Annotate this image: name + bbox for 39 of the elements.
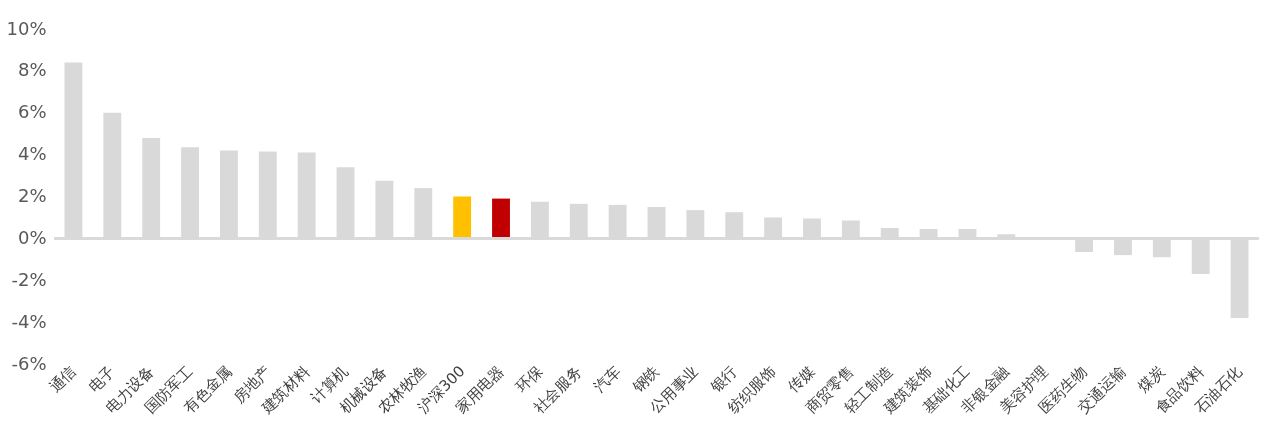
y-tick-label: 4%	[17, 143, 47, 165]
bar	[103, 112, 122, 239]
bar	[142, 137, 161, 239]
bar	[181, 147, 199, 239]
bar	[569, 203, 588, 239]
y-tick-label: -2%	[11, 268, 47, 290]
bar	[336, 167, 355, 239]
bar	[1075, 238, 1094, 252]
bar	[725, 212, 744, 239]
bar	[608, 204, 627, 239]
x-tick-label: 通信	[45, 362, 80, 397]
y-tick-label: 0%	[17, 226, 47, 248]
bar	[64, 62, 83, 239]
bar	[1191, 238, 1210, 274]
bar	[453, 196, 472, 239]
bar	[375, 180, 394, 239]
bar	[764, 217, 783, 239]
bar	[258, 151, 277, 239]
bar	[297, 152, 316, 239]
bar	[686, 210, 705, 239]
bar	[414, 188, 433, 239]
y-tick-label: 2%	[17, 185, 47, 206]
bar	[492, 198, 510, 239]
y-tick-label: 8%	[17, 59, 47, 81]
bar	[1114, 238, 1132, 256]
y-tick-label: -4%	[11, 310, 47, 332]
bar	[219, 150, 238, 239]
bar	[1152, 238, 1171, 258]
y-tick-label: -6%	[11, 352, 47, 374]
x-tick-label: 电子	[84, 362, 119, 397]
bar	[647, 206, 666, 239]
bar	[530, 201, 549, 239]
y-tick-label: 10%	[6, 17, 47, 39]
y-tick-label: 6%	[17, 101, 47, 123]
x-tick-label: 环保	[512, 362, 547, 397]
x-tick-label: 汽车	[590, 362, 624, 397]
bar	[803, 218, 821, 239]
bar	[841, 220, 860, 239]
bar	[1230, 238, 1249, 318]
